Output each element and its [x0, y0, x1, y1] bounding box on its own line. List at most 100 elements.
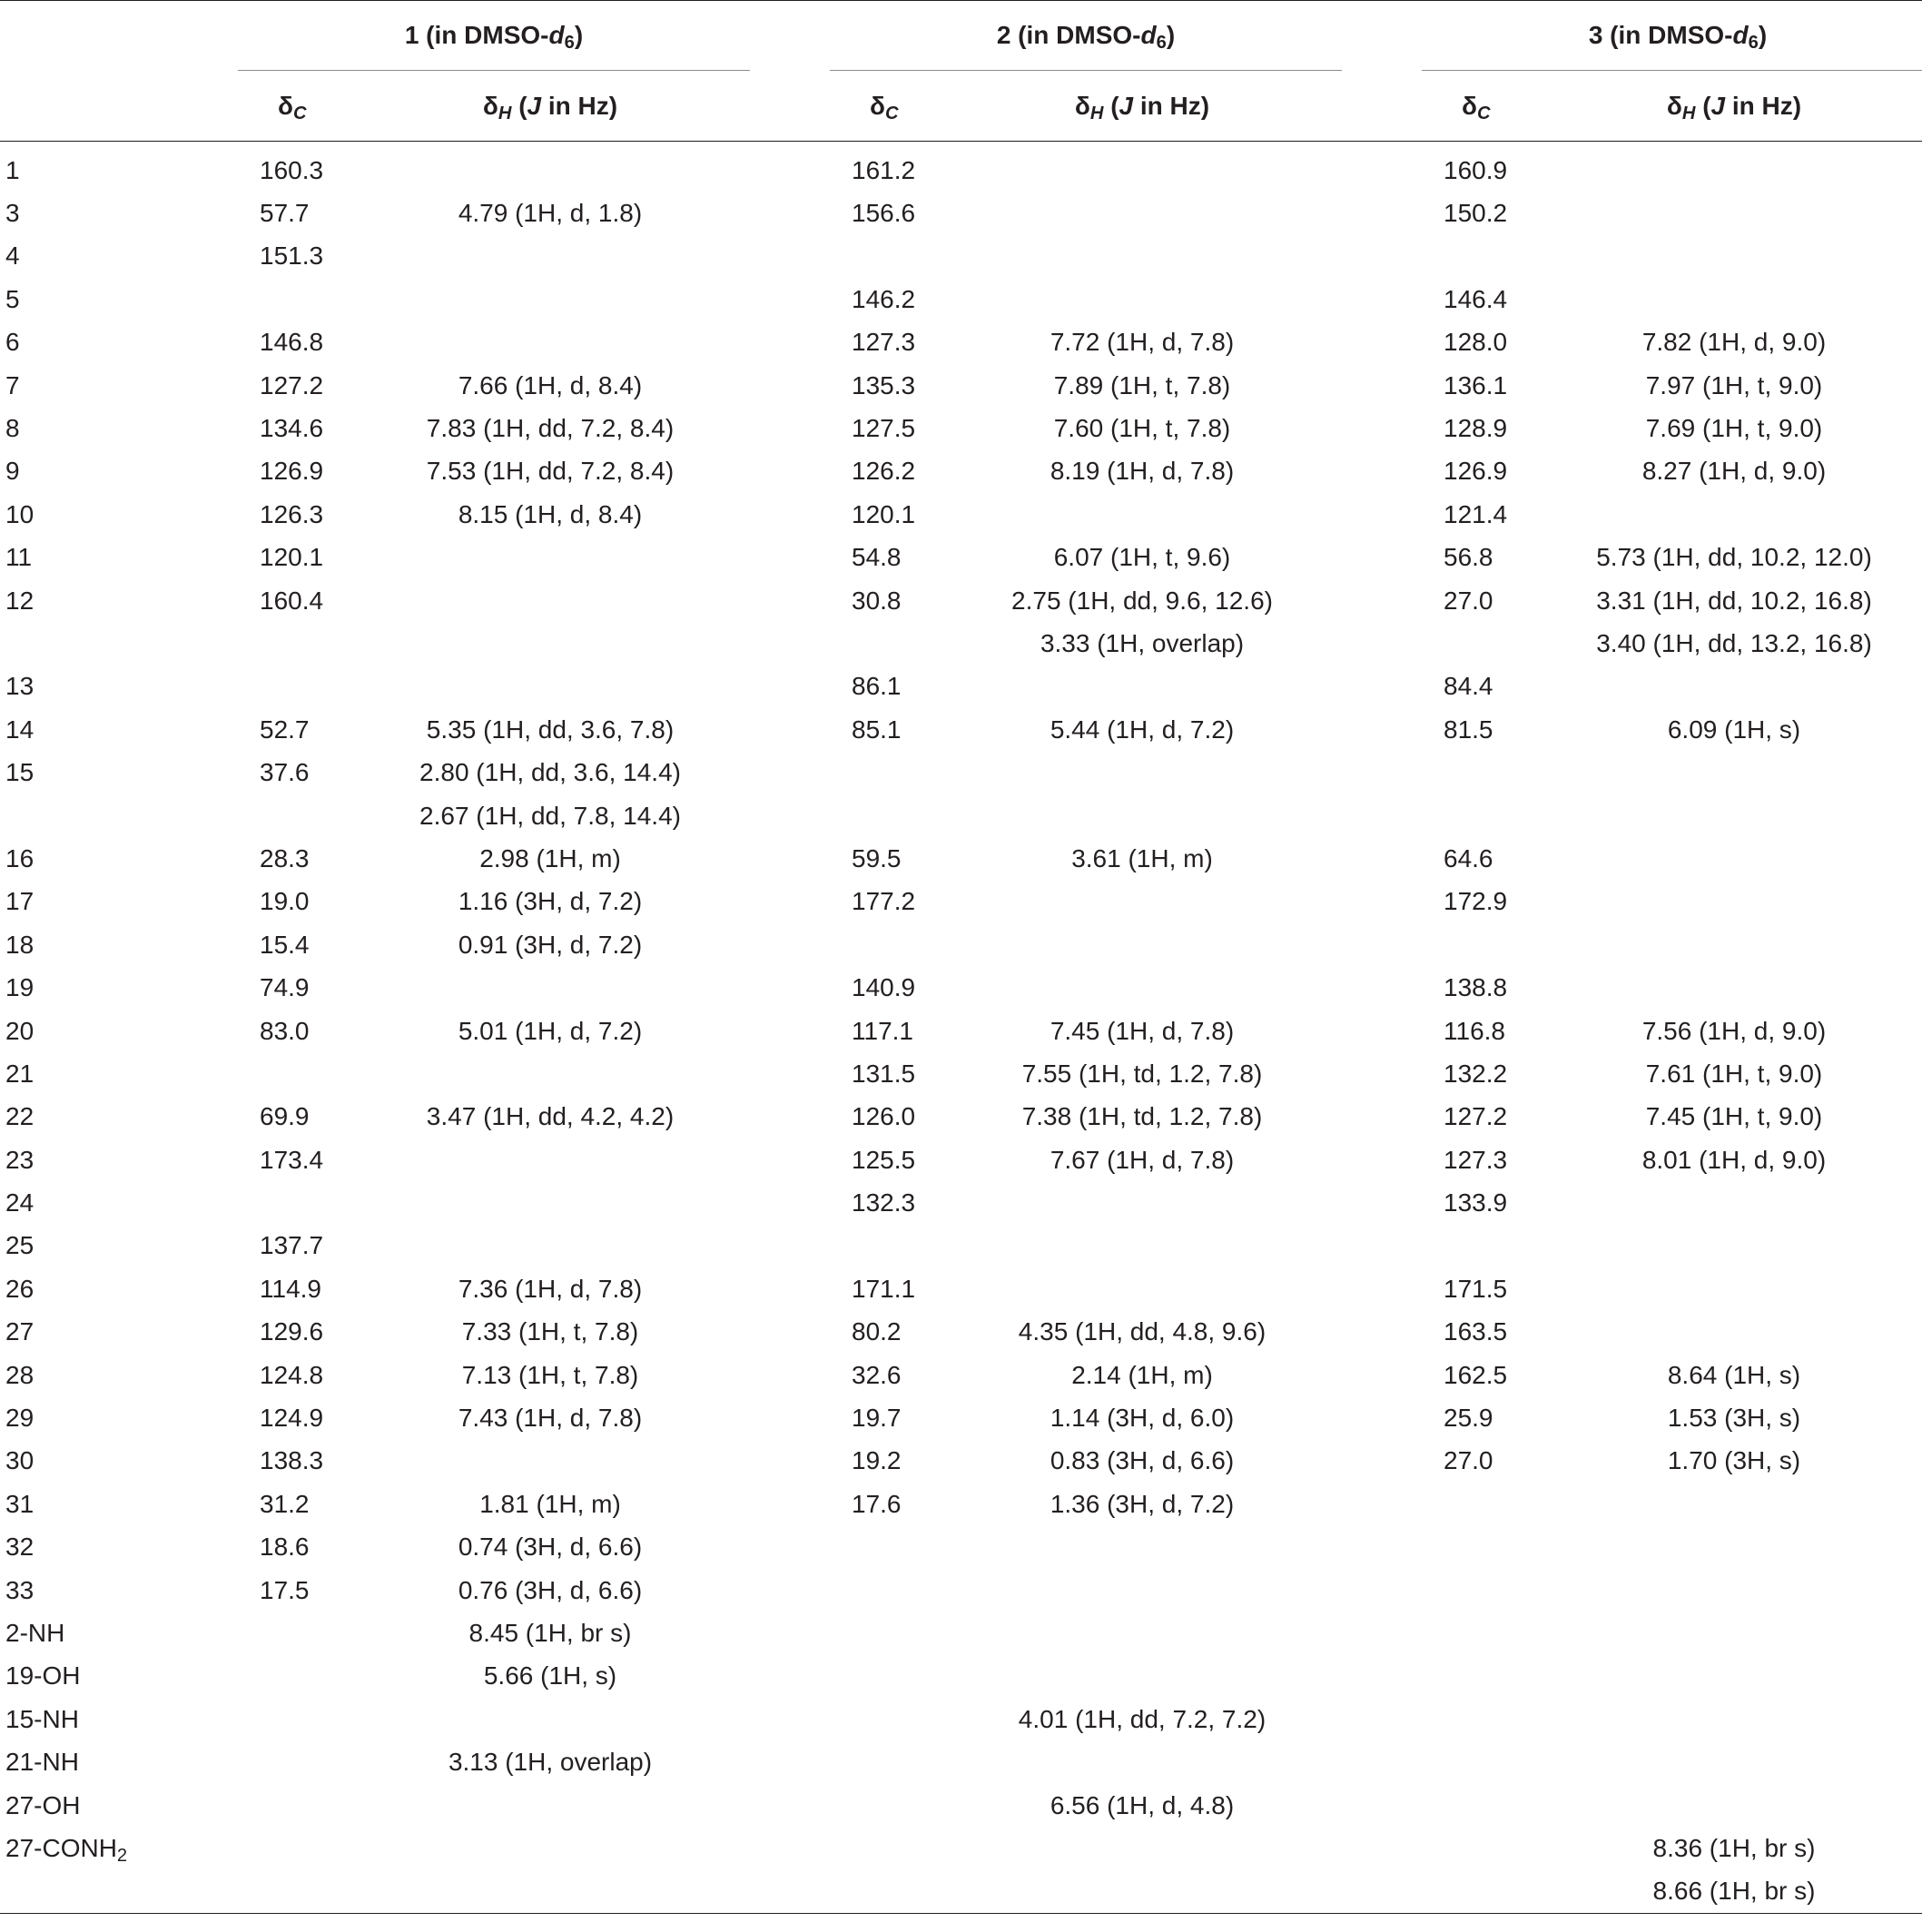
compound-1-delta-c-cell: 124.8 [238, 1354, 350, 1396]
compound-2-delta-h-cell: 6.56 (1H, d, 4.8) [942, 1784, 1342, 1827]
compound-2-delta-h-cell: 6.07 (1H, t, 9.6) [942, 537, 1342, 579]
compound-1-delta-c-cell-text: 52.7 [260, 715, 310, 744]
compound-2-delta-h-cell [942, 1225, 1342, 1267]
column-gap [750, 837, 830, 880]
compound-1-delta-c-cell: 17.5 [238, 1569, 350, 1612]
column-gap [750, 622, 830, 665]
delta-c-header: δC [1422, 70, 1534, 142]
compound-1-delta-h-cell [350, 235, 750, 278]
compound-1-delta-c-cell-text: 18.6 [260, 1533, 310, 1562]
position-cell: 18 [0, 923, 238, 966]
compound-1-delta-c-cell-text: 160.4 [260, 586, 324, 615]
compound-3-delta-c-cell-text: 84.4 [1444, 672, 1493, 701]
compound-1-delta-h-cell-text: 7.13 (1H, t, 7.8) [461, 1360, 639, 1389]
compound-2-delta-h-cell [942, 1827, 1342, 1869]
column-gap [1342, 1096, 1422, 1138]
compound-2-delta-c-cell: 30.8 [830, 579, 942, 622]
table-row: 29 124.9 7.43 (1H, d, 7.8) 19.7 1.14 (3H, d,… [0, 1396, 1922, 1439]
column-gap [750, 493, 830, 536]
compound-3-delta-c-cell-text: 81.5 [1444, 715, 1493, 744]
position-cell-text: 17 [5, 887, 34, 916]
compound-3-delta-h-cell [1534, 278, 1922, 320]
position-cell-text: 15-NH [5, 1704, 79, 1733]
column-gap [1342, 708, 1422, 751]
column-gap [750, 321, 830, 364]
compound-3-delta-h-cell: 3.31 (1H, dd, 10.2, 16.8) [1534, 579, 1922, 622]
position-cell [0, 1870, 238, 1914]
compound-3-delta-h-cell-text: 7.56 (1H, d, 9.0) [1641, 1016, 1827, 1045]
table-row: 30 138.3 19.2 0.83 (3H, d, 6.6) 27.0 1.70 (3H… [0, 1440, 1922, 1483]
compound-1-delta-h-cell: 2.98 (1H, m) [350, 837, 750, 880]
column-gap [1342, 1267, 1422, 1310]
column-gap [1342, 1440, 1422, 1483]
compound-1-delta-h-cell-text: 8.15 (1H, d, 8.4) [458, 499, 643, 528]
column-gap [750, 794, 830, 837]
compound-1-delta-h-cell: 7.83 (1H, dd, 7.2, 8.4) [350, 407, 750, 449]
compound-2-delta-c-cell-text: 117.1 [852, 1016, 913, 1045]
compound-1-delta-h-cell [350, 1784, 750, 1827]
compound-3-delta-c-cell [1422, 1827, 1534, 1869]
compound-3-delta-c-cell: 56.8 [1422, 537, 1534, 579]
compound-1-delta-c-cell-text: 114.9 [260, 1274, 321, 1303]
compound-3-delta-c-cell-text: 150.2 [1444, 199, 1508, 228]
compound-2-delta-h-cell: 7.89 (1H, t, 7.8) [942, 364, 1342, 407]
compound-2-delta-h-cell [942, 1181, 1342, 1224]
compound-3-delta-h-cell [1534, 1655, 1922, 1698]
column-gap [1342, 1784, 1422, 1827]
compound-3-delta-c-cell [1422, 622, 1534, 665]
delta-h-header: δH (J in Hz) [942, 70, 1342, 142]
compound-3-delta-c-cell-text: 172.9 [1444, 887, 1508, 916]
column-gap [750, 1698, 830, 1740]
position-cell-text: 32 [5, 1533, 34, 1562]
compound-1-delta-h-cell: 0.74 (3H, d, 6.6) [350, 1526, 750, 1569]
position-cell-text: 21-NH [5, 1748, 79, 1777]
compound-3-delta-c-cell [1422, 1698, 1534, 1740]
position-cell-text: 29 [5, 1404, 34, 1433]
compound-3-delta-h-cell-text: 8.64 (1H, s) [1667, 1360, 1801, 1389]
compound-2-delta-c-cell: 86.1 [830, 665, 942, 708]
compound-1-delta-c-cell [238, 1784, 350, 1827]
compound-2-delta-h-cell-text: 2.14 (1H, m) [1071, 1360, 1213, 1389]
bottom-rule [0, 1913, 1922, 1915]
compound-1-delta-c-cell [238, 794, 350, 837]
table-row: 8 134.6 7.83 (1H, dd, 7.2, 8.4) 127.5 7.60 (… [0, 407, 1922, 449]
compound-2-delta-h-cell [942, 235, 1342, 278]
table-row: 10 126.3 8.15 (1H, d, 8.4) 120.1 121.4 [0, 493, 1922, 536]
compound-2-delta-h-cell [942, 1612, 1342, 1654]
compound-2-delta-h-cell [942, 493, 1342, 536]
compound-3-delta-h-cell-text: 7.82 (1H, d, 9.0) [1641, 328, 1827, 357]
compound-1-delta-c-cell: 127.2 [238, 364, 350, 407]
table-row: 21 131.5 7.55 (1H, td, 1.2, 7.8) 132.2 7.61 … [0, 1052, 1922, 1095]
position-cell: 10 [0, 493, 238, 536]
column-gap [1342, 321, 1422, 364]
compound-3-delta-c-cell: 84.4 [1422, 665, 1534, 708]
position-cell [0, 622, 238, 665]
compound-2-delta-h-cell-text: 7.72 (1H, d, 7.8) [1050, 328, 1235, 357]
column-gap [1342, 450, 1422, 493]
table-row: 3 57.7 4.79 (1H, d, 1.8) 156.6 150.2 [0, 192, 1922, 234]
compound-1-delta-h-cell: 7.13 (1H, t, 7.8) [350, 1354, 750, 1396]
position-cell: 20 [0, 1010, 238, 1052]
compound-3-header: 3 (in DMSO-d6) [1422, 1, 1922, 71]
compound-3-delta-h-cell [1534, 1483, 1922, 1525]
table-row: 15 37.6 2.80 (1H, dd, 3.6, 14.4) [0, 751, 1922, 794]
compound-3-delta-c-cell: 136.1 [1422, 364, 1534, 407]
table-row: 31 31.2 1.81 (1H, m) 17.6 1.36 (3H, d, 7.2) [0, 1483, 1922, 1525]
compound-3-delta-h-cell-text: 8.27 (1H, d, 9.0) [1641, 457, 1827, 486]
table-footer [0, 1913, 1922, 1915]
table-row: 7 127.2 7.66 (1H, d, 8.4) 135.3 7.89 (1H, t,… [0, 364, 1922, 407]
table-row: 9 126.9 7.53 (1H, dd, 7.2, 8.4) 126.2 8.19 (… [0, 450, 1922, 493]
table-row: 8.66 (1H, br s) [0, 1870, 1922, 1914]
column-gap [1342, 1225, 1422, 1267]
compound-3-delta-h-cell-text: 3.40 (1H, dd, 13.2, 16.8) [1596, 628, 1872, 657]
compound-2-delta-c-cell: 126.0 [830, 1096, 942, 1138]
position-cell: 16 [0, 837, 238, 880]
compound-2-delta-c-cell-text: 131.5 [852, 1059, 916, 1088]
compound-2-delta-c-cell: 132.3 [830, 1181, 942, 1224]
position-cell: 27-OH [0, 1784, 238, 1827]
position-cell-text: 9 [5, 457, 20, 486]
compound-3-delta-c-cell: 128.9 [1422, 407, 1534, 449]
table-row: 3.33 (1H, overlap) 3.40 (1H, dd, 13.2, 16… [0, 622, 1922, 665]
column-gap [1342, 235, 1422, 278]
compound-2-delta-c-cell-text: 135.3 [852, 370, 916, 399]
